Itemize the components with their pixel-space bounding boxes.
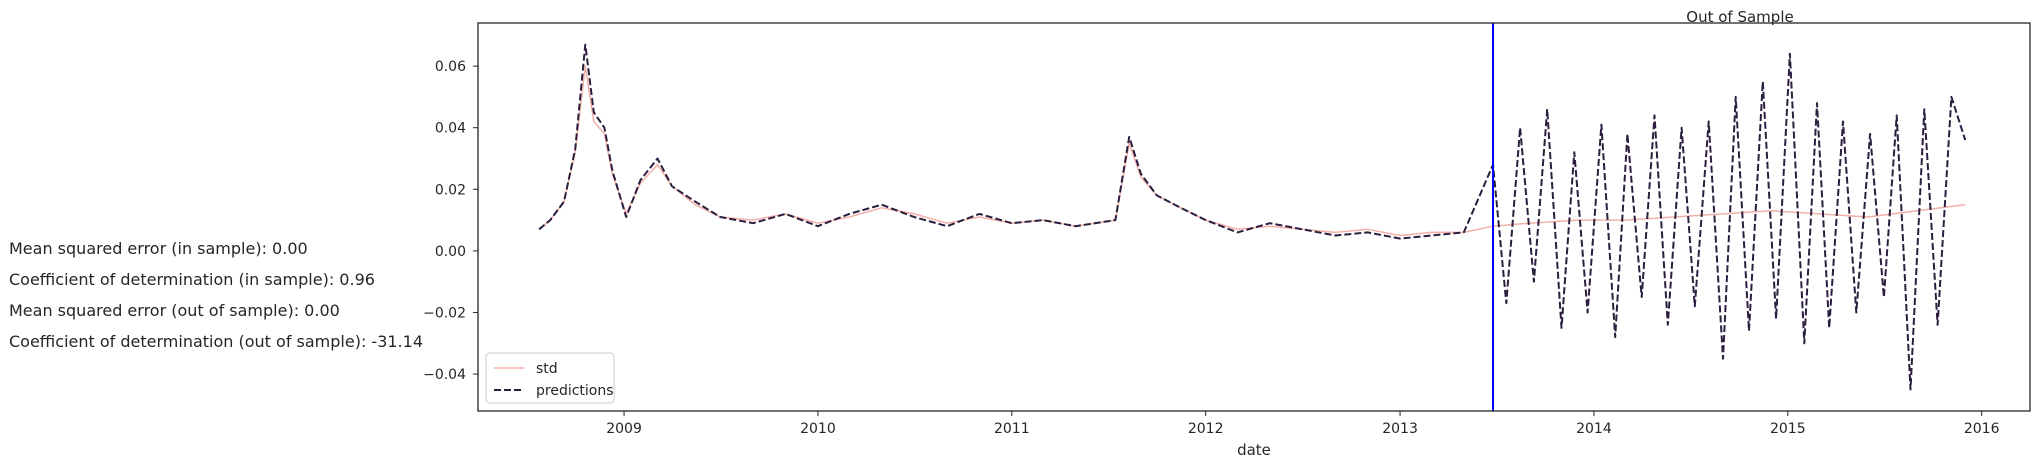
x-tick-label-2013: 2013 bbox=[1382, 421, 1418, 437]
r2-in-sample-text: Coefficient of determination (in sample)… bbox=[9, 270, 375, 289]
x-tick-label-2012: 2012 bbox=[1188, 421, 1224, 437]
x-axis-ticks: 2009 2010 2011 2012 2013 2014 2015 2016 bbox=[606, 411, 2000, 437]
x-tick-label-2016: 2016 bbox=[1964, 421, 2000, 437]
y-tick-label-3: 0.02 bbox=[435, 182, 466, 198]
y-tick-label-4: 0.04 bbox=[435, 121, 466, 137]
predictions-legend-label: predictions bbox=[536, 383, 614, 399]
y-tick-label-1: −0.02 bbox=[423, 305, 466, 321]
x-tick-label-2009: 2009 bbox=[606, 421, 642, 437]
y-tick-label-0: −0.04 bbox=[423, 367, 466, 383]
y-tick-label-2: 0.00 bbox=[435, 244, 466, 260]
series-layer bbox=[538, 43, 1967, 391]
mse-out-of-sample-text: Mean squared error (out of sample): 0.00 bbox=[9, 301, 340, 320]
x-axis-label: date bbox=[1237, 441, 1271, 459]
x-tick-label-2015: 2015 bbox=[1770, 421, 1806, 437]
plot-frame bbox=[477, 22, 2031, 412]
stats-panel: Mean squared error (in sample): 0.00 Coe… bbox=[9, 233, 423, 357]
out-of-sample-label: Out of Sample bbox=[1686, 8, 1793, 26]
std-legend-label: std bbox=[536, 361, 558, 377]
y-tick-label-5: 0.06 bbox=[435, 59, 466, 75]
x-tick-label-2010: 2010 bbox=[800, 421, 836, 437]
r2-out-of-sample-text: Coefficient of determination (out of sam… bbox=[9, 332, 423, 351]
std-series-line bbox=[538, 65, 1966, 237]
mse-in-sample-text: Mean squared error (in sample): 0.00 bbox=[9, 239, 308, 258]
predictions-series-line bbox=[538, 43, 1967, 391]
x-tick-label-2014: 2014 bbox=[1576, 421, 1612, 437]
x-tick-label-2011: 2011 bbox=[994, 421, 1030, 437]
legend: std predictions bbox=[485, 352, 615, 404]
y-axis-ticks: −0.04 −0.02 0.00 0.02 0.04 0.06 bbox=[423, 59, 478, 383]
